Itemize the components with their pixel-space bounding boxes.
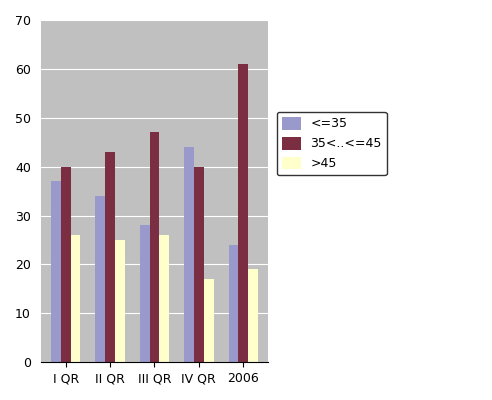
Bar	[184, 147, 194, 362]
Bar	[115, 240, 125, 362]
Bar	[140, 225, 150, 362]
Bar	[229, 245, 239, 362]
Legend: <=35, 35<..<=45, >45: <=35, 35<..<=45, >45	[277, 112, 387, 175]
Bar	[95, 196, 105, 362]
Bar	[194, 167, 204, 362]
Bar	[70, 235, 80, 362]
Bar	[150, 132, 159, 362]
Bar	[239, 64, 248, 362]
Bar	[105, 152, 115, 362]
Bar	[61, 167, 70, 362]
Bar	[159, 235, 169, 362]
Bar	[204, 279, 214, 362]
Bar	[51, 181, 61, 362]
Bar	[248, 269, 258, 362]
